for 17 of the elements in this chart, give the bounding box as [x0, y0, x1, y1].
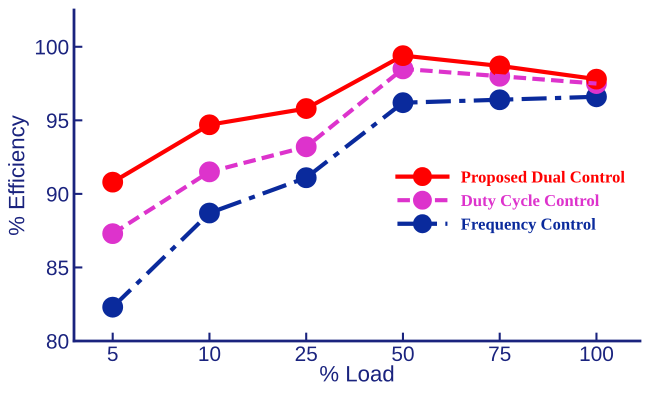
legend-label: Frequency Control	[461, 218, 596, 234]
y-tick-label: 90	[46, 186, 68, 202]
x-tick-label: 100	[580, 346, 614, 362]
y-tick-label: 80	[46, 334, 68, 349]
x-axis-title: % Load	[320, 365, 394, 382]
x-tick-label: 25	[296, 346, 317, 362]
y-tick-label: 85	[46, 260, 68, 276]
point	[199, 202, 220, 224]
y-tick-label: 95	[46, 113, 68, 128]
x-tick-label: 75	[489, 346, 510, 362]
legend-label: Duty Cycle Control	[461, 194, 600, 210]
x-tick-label: 10	[199, 346, 220, 362]
y-tick-label: 100	[36, 40, 68, 55]
legend-label: Proposed Dual Control	[461, 170, 625, 186]
y-axis-title: % Efficiency	[8, 115, 29, 236]
x-tick-label: 50	[392, 346, 414, 362]
x-tick-label: 5	[108, 346, 118, 362]
